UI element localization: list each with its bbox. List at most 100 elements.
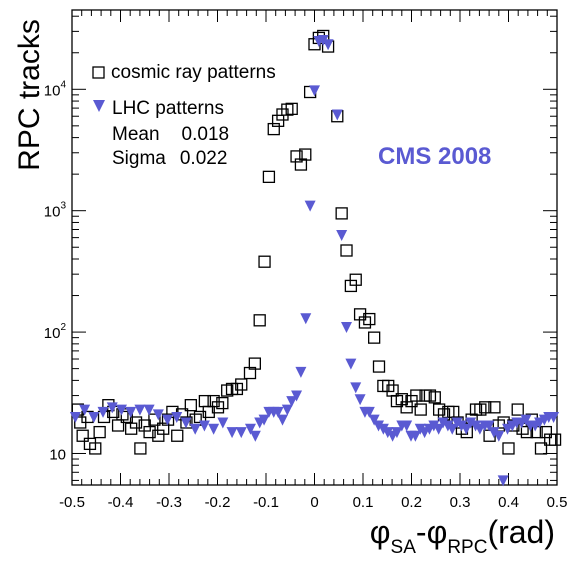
lhc-point: [433, 423, 445, 435]
lhc-point: [152, 409, 164, 421]
cosmic-point: [166, 405, 179, 419]
cosmic-point: [161, 413, 175, 426]
cosmic-point: [520, 425, 534, 439]
cosmic-point: [349, 273, 362, 286]
cosmic-point: [511, 403, 524, 416]
lhc-point: [368, 414, 380, 426]
legend-square-marker: [92, 66, 105, 79]
lhc-point: [483, 420, 495, 432]
lhc-point: [460, 423, 472, 435]
cosmic-point: [171, 429, 184, 442]
lhc-point: [115, 404, 127, 416]
cosmic-point: [253, 314, 266, 327]
cosmic-point: [502, 442, 515, 455]
cosmic-point: [143, 425, 156, 439]
cosmic-point: [410, 389, 423, 402]
cosmic-point: [285, 102, 298, 116]
x-tick-label: 0: [310, 494, 318, 511]
lhc-point: [272, 406, 284, 418]
cosmic-point: [134, 442, 147, 455]
x-label-unit: (rad): [487, 514, 555, 550]
cosmic-point: [184, 399, 197, 412]
lhc-point: [97, 406, 109, 418]
lhc-point: [106, 402, 118, 414]
cosmic-point: [368, 331, 381, 344]
cosmic-point: [340, 244, 353, 257]
lhc-point: [336, 230, 348, 242]
lhc-point: [350, 382, 362, 394]
cosmic-point: [89, 442, 102, 455]
lhc-point: [143, 404, 155, 416]
cosmic-point: [180, 416, 193, 429]
lhc-point: [497, 475, 509, 487]
cosmic-point: [148, 413, 161, 426]
lhc-point: [162, 414, 174, 426]
lhc-point: [354, 394, 366, 406]
cosmic-point: [534, 442, 548, 455]
axis-ticks: [71, 10, 558, 485]
cosmic-point: [76, 429, 89, 442]
cosmic-point: [216, 396, 229, 410]
x-label-phi-rpc: φ: [426, 514, 448, 550]
lhc-point: [331, 109, 343, 121]
y-tick-exponent: 2: [60, 322, 66, 333]
mean-label: Mean: [112, 124, 160, 145]
y-tick-label: 10: [49, 446, 66, 463]
x-tick-label: -0.3: [156, 494, 182, 511]
x-tick-label: 0.2: [401, 494, 422, 511]
x-tick-label: -0.4: [108, 494, 134, 511]
cosmic-point: [235, 378, 248, 391]
lhc-point: [300, 313, 312, 325]
lhc-point: [446, 423, 458, 435]
lhc-point: [401, 420, 413, 432]
cosmic-point: [93, 425, 106, 439]
x-label-sub-rpc: RPC: [447, 537, 488, 558]
legend-label-cosmic: cosmic ray patterns: [111, 62, 276, 83]
y-tick-base: 10: [44, 325, 61, 342]
cosmic-point: [258, 255, 271, 268]
x-tick-label: -0.1: [253, 494, 279, 511]
lhc-point: [189, 423, 201, 435]
lhc-point: [391, 427, 403, 439]
x-tick-label: 0.1: [353, 494, 374, 511]
lhc-point: [88, 411, 100, 423]
cms-annotation: CMS 2008: [378, 143, 492, 170]
lhc-point: [69, 411, 81, 423]
cosmic-point: [152, 429, 165, 442]
x-tick-label: 0.3: [450, 494, 471, 511]
lhc-point: [548, 411, 560, 423]
lhc-point: [79, 404, 91, 416]
lhc-point: [363, 406, 375, 418]
cosmic-point: [414, 403, 427, 416]
cosmic-point: [271, 114, 285, 127]
lhc-point: [291, 390, 303, 402]
lhc-point: [373, 420, 385, 432]
lhc-point: [488, 427, 500, 439]
x-label-dash: -: [415, 514, 427, 550]
x-label-phi-sa: φ: [369, 514, 391, 550]
lhc-point: [304, 200, 316, 212]
y-axis-label: RPC tracks: [13, 19, 46, 171]
y-tick-exponent: 4: [60, 79, 66, 90]
lhc-point: [134, 404, 146, 416]
x-axis-label: φSA-φRPC(rad): [370, 514, 555, 559]
cosmic-point: [548, 433, 562, 446]
lhc-point: [341, 322, 353, 334]
y-axis-label-box: RPC tracks: [10, 10, 50, 180]
legend-item-lhc: LHC patterns: [112, 98, 224, 120]
x-tick-label: 0.5: [547, 494, 568, 511]
lhc-point: [465, 417, 477, 429]
lhc-point: [286, 396, 298, 408]
cosmic-point: [211, 401, 225, 414]
y-tick-label: 104: [44, 79, 67, 99]
x-tick-labels: -0.5 -0.4 -0.3 -0.2 -0.1 0 0.1 0.2 0.3 0.4 0.5: [59, 494, 567, 511]
lhc-point: [235, 427, 247, 439]
y-tick-exponent: 3: [60, 201, 66, 212]
x-tick-label: -0.2: [205, 494, 231, 511]
cosmic-point: [335, 207, 348, 220]
cosmic-point: [363, 312, 376, 326]
cosmic-series: [71, 29, 562, 455]
lhc-point: [295, 366, 307, 378]
